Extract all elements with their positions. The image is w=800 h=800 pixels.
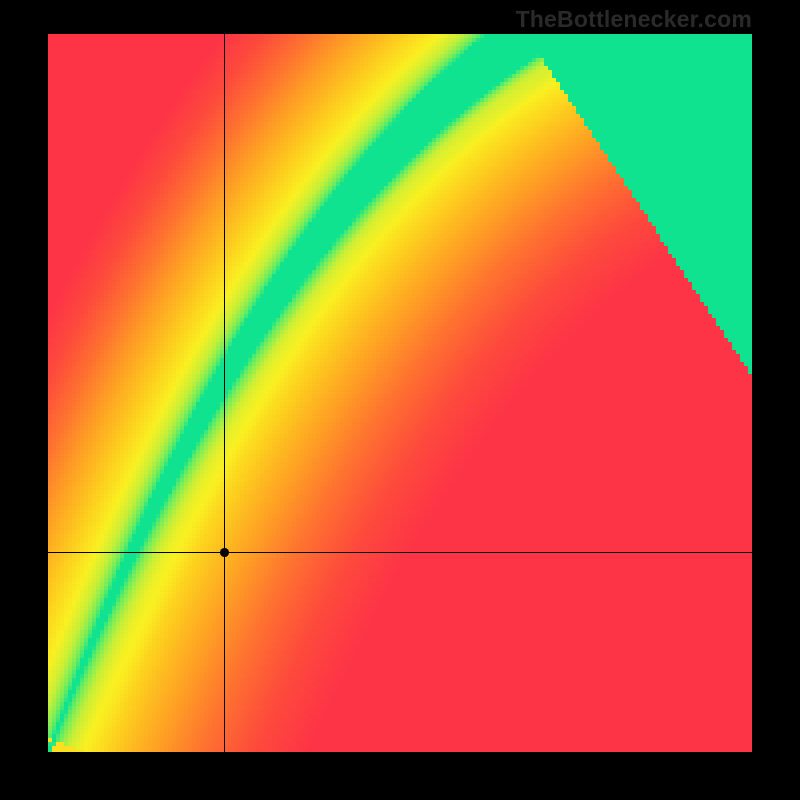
heatmap-canvas xyxy=(48,34,752,752)
watermark-text: TheBottlenecker.com xyxy=(516,6,752,33)
chart-frame: TheBottlenecker.com xyxy=(0,0,800,800)
heatmap-plot xyxy=(48,34,752,752)
